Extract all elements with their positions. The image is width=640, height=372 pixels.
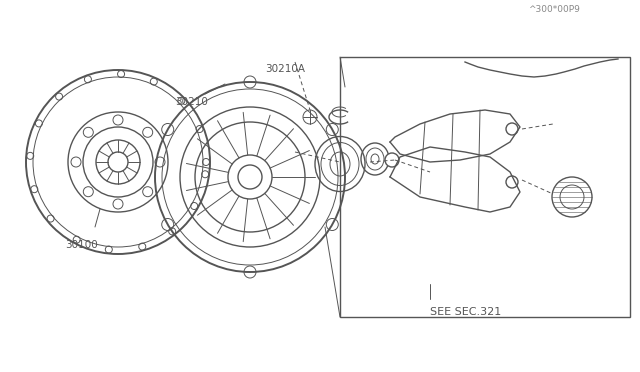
Circle shape: [506, 176, 518, 188]
Text: SEE SEC.321: SEE SEC.321: [430, 307, 501, 317]
Text: 30210: 30210: [175, 97, 209, 107]
Circle shape: [385, 153, 399, 167]
Text: ^300*00P9: ^300*00P9: [528, 5, 580, 14]
Text: 30100: 30100: [66, 240, 99, 250]
Bar: [340, 57, 630, 317]
Circle shape: [506, 123, 518, 135]
Text: 30210A: 30210A: [265, 64, 305, 74]
